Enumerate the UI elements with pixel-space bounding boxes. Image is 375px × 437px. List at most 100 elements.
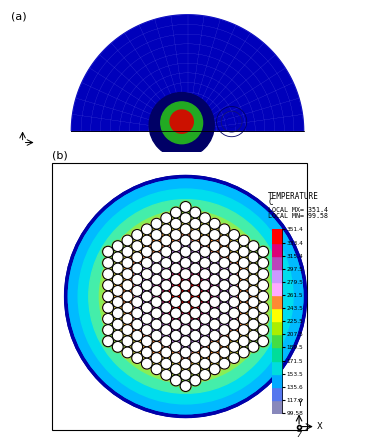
Circle shape [199, 336, 211, 347]
Circle shape [209, 319, 220, 330]
Circle shape [229, 342, 239, 352]
Circle shape [238, 347, 249, 357]
Circle shape [199, 268, 211, 280]
Circle shape [229, 252, 239, 263]
Circle shape [122, 314, 133, 324]
Circle shape [122, 235, 133, 246]
Circle shape [123, 259, 132, 267]
Circle shape [210, 230, 220, 240]
Circle shape [240, 270, 248, 278]
Circle shape [162, 348, 170, 357]
Circle shape [162, 281, 170, 289]
Circle shape [201, 247, 209, 256]
Circle shape [199, 257, 211, 269]
Circle shape [210, 218, 220, 229]
Circle shape [180, 268, 191, 280]
Circle shape [248, 251, 259, 263]
Circle shape [238, 302, 249, 313]
Circle shape [199, 223, 211, 235]
Circle shape [141, 324, 153, 336]
Circle shape [112, 263, 123, 274]
Circle shape [123, 292, 132, 301]
Circle shape [220, 236, 228, 245]
Circle shape [180, 202, 191, 212]
Circle shape [200, 358, 210, 369]
Circle shape [180, 213, 191, 223]
Circle shape [200, 314, 210, 324]
Circle shape [152, 298, 160, 306]
Circle shape [151, 218, 162, 229]
Circle shape [228, 274, 240, 285]
Circle shape [151, 297, 162, 307]
Circle shape [210, 231, 219, 239]
Circle shape [180, 246, 191, 257]
Circle shape [190, 241, 201, 251]
Circle shape [103, 269, 113, 279]
Circle shape [219, 291, 230, 302]
Circle shape [248, 241, 259, 251]
Circle shape [160, 324, 172, 336]
Circle shape [200, 302, 210, 313]
Circle shape [133, 343, 141, 351]
Circle shape [257, 268, 269, 280]
Circle shape [162, 360, 170, 368]
Circle shape [190, 207, 201, 218]
Circle shape [142, 347, 152, 357]
Circle shape [104, 292, 112, 301]
Circle shape [201, 292, 209, 301]
Circle shape [249, 309, 258, 317]
Circle shape [189, 364, 201, 375]
Circle shape [152, 253, 160, 261]
Circle shape [220, 225, 228, 233]
Circle shape [219, 280, 230, 291]
Circle shape [219, 314, 230, 324]
Circle shape [123, 247, 132, 256]
Circle shape [170, 319, 182, 330]
Circle shape [180, 291, 191, 302]
Circle shape [131, 296, 143, 308]
Circle shape [104, 270, 112, 278]
Circle shape [257, 313, 269, 325]
Circle shape [170, 110, 193, 133]
Circle shape [160, 268, 172, 280]
Circle shape [170, 341, 182, 353]
Circle shape [219, 257, 230, 269]
Circle shape [161, 258, 171, 268]
Circle shape [142, 314, 152, 324]
Circle shape [180, 347, 191, 357]
Circle shape [201, 371, 209, 379]
Circle shape [238, 302, 250, 313]
Circle shape [219, 246, 230, 257]
Circle shape [248, 308, 259, 319]
Circle shape [122, 336, 133, 347]
Circle shape [141, 336, 153, 347]
Circle shape [219, 358, 230, 369]
Circle shape [151, 252, 162, 263]
Circle shape [191, 376, 200, 385]
Circle shape [210, 219, 219, 228]
Circle shape [191, 298, 200, 306]
Circle shape [151, 285, 162, 297]
Circle shape [162, 236, 170, 245]
Circle shape [151, 319, 162, 330]
Circle shape [219, 313, 230, 325]
Circle shape [201, 337, 209, 345]
Circle shape [114, 298, 122, 306]
Circle shape [201, 214, 209, 222]
Circle shape [132, 241, 142, 251]
Circle shape [172, 276, 180, 284]
Circle shape [142, 269, 152, 279]
Circle shape [182, 315, 190, 323]
Circle shape [201, 281, 209, 289]
Circle shape [142, 270, 151, 278]
Circle shape [220, 315, 228, 323]
Circle shape [172, 376, 180, 385]
Circle shape [89, 200, 282, 393]
Circle shape [180, 269, 191, 279]
Circle shape [133, 287, 141, 295]
Circle shape [248, 342, 259, 352]
Circle shape [230, 309, 238, 317]
Circle shape [257, 246, 269, 257]
Circle shape [200, 224, 210, 235]
Circle shape [209, 308, 220, 319]
